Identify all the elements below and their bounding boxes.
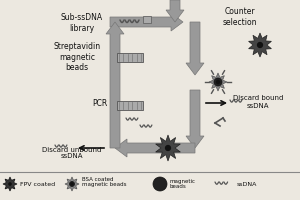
- Polygon shape: [3, 177, 17, 191]
- Text: PCR: PCR: [92, 98, 108, 108]
- Text: Sub-ssDNA
library: Sub-ssDNA library: [61, 13, 103, 33]
- Circle shape: [216, 80, 220, 84]
- Text: FPV coated: FPV coated: [20, 182, 55, 186]
- Polygon shape: [106, 22, 124, 148]
- Text: magnetic
beads: magnetic beads: [170, 179, 196, 189]
- Polygon shape: [156, 135, 180, 161]
- Polygon shape: [115, 139, 195, 157]
- Polygon shape: [166, 0, 184, 22]
- Text: ssDNA: ssDNA: [237, 182, 257, 186]
- Circle shape: [153, 177, 167, 191]
- Bar: [143, 16, 151, 23]
- Polygon shape: [249, 33, 272, 57]
- Polygon shape: [110, 13, 183, 31]
- Text: Streptavidin
magnetic
beads: Streptavidin magnetic beads: [53, 42, 100, 72]
- Text: Counter
selection: Counter selection: [223, 7, 257, 27]
- Text: Discard bound
ssDNA: Discard bound ssDNA: [233, 96, 283, 108]
- Polygon shape: [209, 73, 227, 91]
- Circle shape: [214, 78, 222, 86]
- Polygon shape: [65, 177, 79, 191]
- Circle shape: [70, 182, 74, 186]
- Text: BSA coated
magnetic beads: BSA coated magnetic beads: [82, 177, 127, 187]
- Text: Discard unbound
ssDNA: Discard unbound ssDNA: [42, 146, 102, 160]
- Bar: [117, 52, 143, 62]
- Circle shape: [70, 182, 74, 186]
- Circle shape: [257, 42, 263, 48]
- Polygon shape: [186, 90, 204, 148]
- Bar: [117, 100, 143, 110]
- Circle shape: [165, 145, 171, 151]
- Circle shape: [8, 182, 12, 186]
- Polygon shape: [186, 22, 204, 75]
